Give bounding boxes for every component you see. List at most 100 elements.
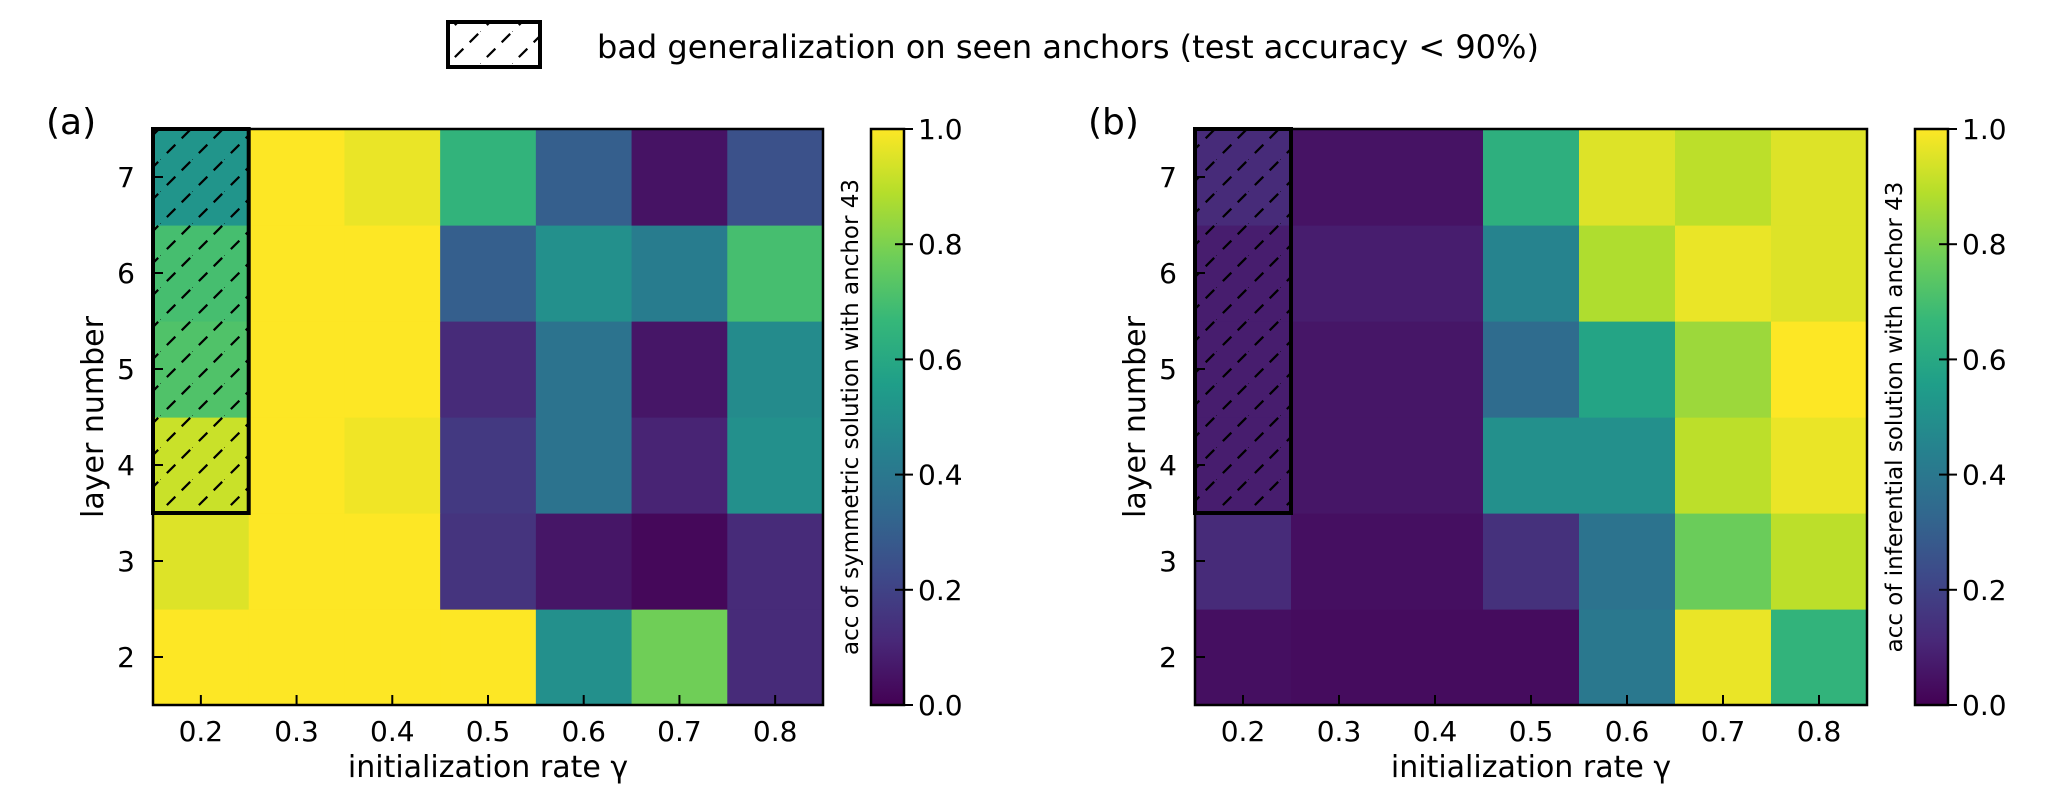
x-tick-label: 0.7 — [1701, 715, 1746, 748]
heatmap-cell — [535, 609, 633, 706]
x-tick-label: 0.5 — [1509, 715, 1554, 748]
x-tick-label: 0.2 — [1221, 715, 1266, 748]
heatmap-cell — [535, 417, 633, 514]
panel-label: (b) — [1088, 102, 1139, 143]
heatmap-cell — [248, 129, 346, 226]
heatmap-cell — [1771, 417, 1868, 514]
y-axis-label: layer number — [76, 315, 111, 518]
heatmap-cell — [727, 129, 824, 226]
hatched-region — [1193, 127, 1293, 515]
colorbar-tick-label: 0.8 — [918, 228, 963, 261]
heatmap-cell — [535, 129, 633, 226]
heatmap-cell — [248, 321, 346, 418]
heatmap-cell — [1483, 225, 1580, 322]
heatmap-cell — [1675, 321, 1772, 418]
heatmap-cell — [248, 609, 346, 706]
x-axis-label: initialization rate γ — [1391, 750, 1671, 785]
x-tick-label: 0.2 — [179, 715, 224, 748]
colorbar — [869, 127, 906, 707]
colorbar-tick-label: 0.8 — [1962, 228, 2007, 261]
colorbar-tick-label: 0.6 — [1962, 343, 2007, 376]
colorbar-tick-label: 0.4 — [918, 459, 963, 492]
hatched-region — [151, 127, 251, 515]
x-tick-label: 0.8 — [753, 715, 798, 748]
y-tick-label: 3 — [1159, 545, 1177, 578]
colorbar-tick-label: 0.2 — [1962, 574, 2007, 607]
heatmap-cell — [1387, 321, 1484, 418]
heatmap-cell — [1579, 417, 1676, 514]
x-tick-label: 0.6 — [1605, 715, 1650, 748]
hatch-legend-label: bad generalization on seen anchors (test… — [597, 28, 1539, 66]
x-tick-label: 0.4 — [370, 715, 415, 748]
heatmap-cell — [1675, 513, 1772, 610]
heatmap-cell — [440, 129, 537, 226]
y-tick-label: 5 — [1159, 353, 1177, 386]
heatmap-cell — [1291, 417, 1388, 514]
heatmap-cell — [344, 129, 441, 226]
heatmap-cell — [535, 513, 633, 610]
heatmap-cell — [535, 321, 633, 418]
heatmap-cell — [1387, 129, 1484, 226]
heatmap-cell — [1579, 129, 1676, 226]
heatmap-cell — [1195, 609, 1292, 706]
heatmap-cell — [1291, 609, 1388, 706]
x-axis-label: initialization rate γ — [348, 750, 628, 785]
heatmap-cell — [727, 321, 824, 418]
heatmap-cell — [631, 417, 728, 514]
panels: 0.2 0.3 0.4 0.5 0.6 0.7 0.8 2 3 4 5 6 7 initializatio… — [46, 102, 2007, 785]
x-tick-label: 0.3 — [1317, 715, 1362, 748]
heatmap-cell — [1579, 513, 1676, 610]
colorbar-tick-label: 0.4 — [1962, 459, 2007, 492]
heatmap-cell — [1675, 417, 1772, 514]
heatmap-cell — [1387, 609, 1484, 706]
heatmap-cell — [1291, 225, 1388, 322]
colorbar-tick-label: 1.0 — [918, 113, 963, 146]
heatmap-cell — [1579, 609, 1676, 706]
y-tick-label: 7 — [117, 161, 135, 194]
heatmap-cell — [153, 609, 250, 706]
heatmap-cell — [248, 225, 346, 322]
heatmap-cell — [631, 129, 728, 226]
colorbar — [1913, 127, 1950, 707]
heatmap-cell — [631, 321, 728, 418]
heatmap-cell — [1387, 417, 1484, 514]
heatmap-cell — [1675, 129, 1772, 226]
heatmap-cell — [1771, 225, 1868, 322]
y-axis-label: layer number — [1118, 315, 1153, 518]
heatmap-cell — [727, 225, 824, 322]
heatmap-panel-b: 0.2 0.3 0.4 0.5 0.6 0.7 0.8 2 3 4 5 6 7 initializatio… — [1088, 102, 2007, 785]
colorbar-tick-label: 0.0 — [1962, 689, 2007, 722]
panel-label: (a) — [46, 102, 96, 143]
x-tick-label: 0.3 — [274, 715, 319, 748]
heatmap-cell — [1483, 609, 1580, 706]
y-tick-label: 6 — [117, 257, 135, 290]
y-tick-label: 6 — [1159, 257, 1177, 290]
y-tick-label: 5 — [117, 353, 135, 386]
heatmap-panel-a: 0.2 0.3 0.4 0.5 0.6 0.7 0.8 2 3 4 5 6 7 initializatio… — [46, 102, 963, 785]
colorbar-tick-label: 0.0 — [918, 689, 963, 722]
heatmap-cell — [1387, 513, 1484, 610]
heatmap-cell — [1291, 129, 1388, 226]
heatmap-cell — [631, 225, 728, 322]
heatmap-cell — [1483, 513, 1580, 610]
x-tick-label: 0.8 — [1797, 715, 1842, 748]
heatmap-cell — [1483, 321, 1580, 418]
y-tick-label: 3 — [117, 545, 135, 578]
y-tick-label: 4 — [117, 449, 135, 482]
hatch-legend-swatch — [446, 20, 542, 69]
heatmap-cell — [153, 513, 250, 610]
y-tick-label: 2 — [1159, 641, 1177, 674]
colorbar-tick-label: 1.0 — [1962, 113, 2007, 146]
heatmap-cell — [1483, 129, 1580, 226]
heatmap-cell — [1291, 513, 1388, 610]
heatmap-cell — [248, 513, 346, 610]
heatmap-cell — [440, 321, 537, 418]
heatmap-cell — [440, 609, 537, 706]
heatmap-cell — [344, 321, 441, 418]
colorbar-label: acc of symmetric solution with anchor 43 — [838, 179, 864, 655]
colorbar-label: acc of inferential solution with anchor … — [1882, 182, 1908, 653]
heatmap-cell — [1771, 513, 1868, 610]
heatmap-cell — [344, 225, 441, 322]
x-tick-label: 0.5 — [466, 715, 511, 748]
